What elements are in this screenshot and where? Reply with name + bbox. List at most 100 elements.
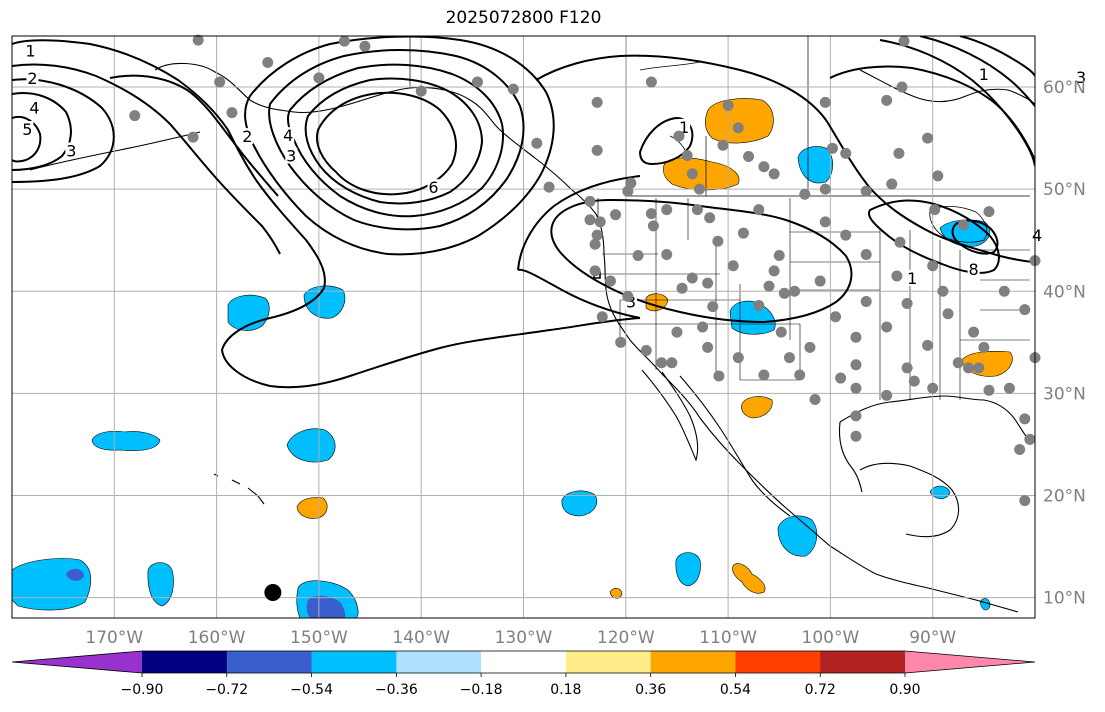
station-marker bbox=[591, 96, 603, 108]
colorbar-tick-label: 0.36 bbox=[635, 682, 666, 698]
station-marker bbox=[673, 130, 685, 142]
contour-line bbox=[316, 91, 457, 196]
station-marker bbox=[1003, 382, 1015, 394]
contour-line bbox=[304, 77, 484, 205]
contour-line bbox=[868, 199, 1000, 274]
shaded-region bbox=[609, 588, 623, 599]
station-marker bbox=[704, 212, 716, 224]
coastline bbox=[859, 462, 960, 538]
station-marker bbox=[717, 139, 729, 151]
station-marker bbox=[826, 142, 838, 154]
station-marker bbox=[1024, 433, 1036, 445]
station-marker bbox=[591, 229, 603, 241]
shaded-region bbox=[777, 515, 818, 557]
station-marker bbox=[968, 326, 980, 338]
station-marker bbox=[860, 249, 872, 261]
shaded-region bbox=[732, 563, 766, 594]
contour-line bbox=[12, 39, 641, 389]
colorbar: −0.90 −0.72 −0.54 −0.36 −0.18 0.18 0.36 0.54 0.7… bbox=[11, 650, 1036, 698]
station-marker bbox=[1019, 495, 1031, 507]
contour-label-bg bbox=[21, 121, 34, 137]
station-marker bbox=[881, 389, 893, 401]
station-marker bbox=[591, 144, 603, 156]
contour-line bbox=[12, 92, 72, 171]
contour-label: 4 bbox=[283, 126, 293, 145]
station-marker bbox=[594, 216, 606, 228]
contour-label-bg bbox=[241, 128, 254, 145]
coastline bbox=[213, 473, 265, 505]
station-marker bbox=[656, 357, 668, 369]
colorbar-extend-max bbox=[905, 651, 1035, 673]
lat-tick-label: 60°N bbox=[1043, 78, 1086, 98]
station-marker bbox=[1019, 304, 1031, 316]
shaded-region bbox=[286, 428, 336, 463]
station-marker bbox=[697, 321, 709, 333]
station-marker bbox=[671, 326, 683, 338]
lat-tick-label: 30°N bbox=[1043, 384, 1086, 404]
contour-line bbox=[12, 116, 42, 163]
contour-line bbox=[517, 175, 641, 319]
station-marker bbox=[666, 357, 678, 369]
station-marker bbox=[262, 57, 274, 69]
contour-label: 4 bbox=[1032, 226, 1042, 245]
station-marker bbox=[732, 122, 744, 134]
contour-line bbox=[12, 63, 281, 255]
station-marker bbox=[192, 34, 204, 46]
station-marker bbox=[891, 270, 903, 282]
station-marker bbox=[686, 272, 698, 284]
colorbar-segment bbox=[226, 651, 313, 673]
lon-tick-label: 90°W bbox=[909, 628, 956, 648]
contour-label-bg bbox=[285, 147, 298, 164]
station-marker bbox=[778, 287, 790, 299]
station-marker bbox=[799, 188, 811, 200]
station-marker bbox=[783, 352, 795, 364]
contour-line bbox=[286, 63, 504, 218]
lon-tick-label: 170°W bbox=[85, 628, 143, 648]
colorbar-tick-label: −0.72 bbox=[205, 682, 248, 698]
contour-label: 1 bbox=[979, 65, 989, 84]
colorbar-segment bbox=[481, 651, 567, 673]
station-marker bbox=[415, 85, 427, 97]
station-marker bbox=[610, 209, 622, 221]
station-marker bbox=[809, 393, 821, 405]
lake bbox=[929, 206, 988, 243]
station-marker bbox=[187, 131, 199, 143]
station-marker bbox=[908, 375, 920, 387]
station-marker bbox=[507, 83, 519, 95]
shaded-region bbox=[979, 598, 991, 611]
contour-label: 3 bbox=[626, 293, 636, 312]
lat-tick-label: 20°N bbox=[1043, 486, 1086, 506]
station-marker bbox=[693, 183, 705, 195]
station-marker bbox=[732, 352, 744, 364]
colorbar-segment bbox=[565, 651, 652, 673]
colorbar-segment bbox=[735, 651, 821, 673]
contour-label-bg bbox=[26, 69, 39, 86]
contour-label-bg bbox=[967, 260, 980, 277]
colorbar-segment bbox=[142, 651, 228, 673]
station-marker bbox=[775, 326, 787, 338]
contour-label: 2 bbox=[242, 127, 252, 146]
station-marker bbox=[957, 219, 969, 231]
colorbar-segment bbox=[311, 651, 397, 673]
station-marker bbox=[661, 249, 673, 261]
station-marker bbox=[647, 220, 659, 232]
lon-tick-label: 140°W bbox=[392, 628, 450, 648]
shaded-region bbox=[306, 595, 346, 618]
shaded-region bbox=[797, 146, 834, 184]
station-marker bbox=[819, 183, 831, 195]
colorbar-tick-label: 0.90 bbox=[889, 682, 920, 698]
station-marker bbox=[840, 147, 852, 159]
latitude-tick-labels: 10°N 20°N 30°N 40°N 50°N 60°N bbox=[1043, 78, 1086, 609]
station-marker bbox=[860, 185, 872, 197]
station-marker bbox=[983, 206, 995, 218]
station-marker bbox=[713, 370, 725, 382]
station-marker bbox=[850, 430, 862, 442]
station-marker bbox=[584, 195, 596, 207]
lon-tick-label: 100°W bbox=[802, 628, 860, 648]
station-marker bbox=[686, 168, 698, 180]
contour-line bbox=[951, 219, 999, 255]
contour-line bbox=[919, 36, 1035, 107]
contour-label-bg bbox=[28, 99, 41, 116]
station-marker bbox=[952, 357, 964, 369]
contour-label: 6 bbox=[428, 178, 438, 197]
